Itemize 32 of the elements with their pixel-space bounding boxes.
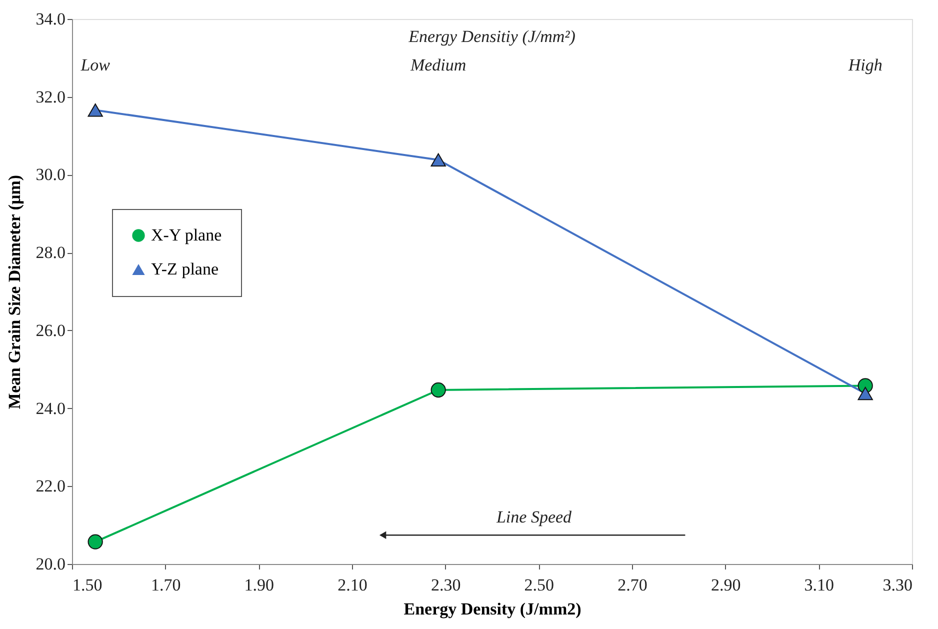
x-tick-label: 2.50 [524,576,554,594]
x-tick-label: 2.70 [618,576,648,594]
y-tick-label: 22.0 [36,476,66,496]
x-tick-label: 2.10 [338,576,368,594]
x-tick-label: 2.90 [710,576,741,594]
y-tick-label: 30.0 [36,165,66,184]
y-tick-label: 34.0 [36,10,66,28]
y-tick-label: 32.0 [36,87,66,106]
y-axis-title: Mean Grain Size Diameter (µm) [4,174,24,410]
annotation: High [847,55,882,74]
annotation: Line Speed [495,508,572,527]
x-tick-label: 1.50 [72,576,102,594]
x-tick-label: 2.30 [430,576,461,594]
y-tick-label: 20.0 [36,554,66,574]
x-tick-label: 3.30 [882,576,912,594]
y-tick-label: 24.0 [36,398,66,418]
y-tick-label: 28.0 [36,243,66,262]
y-tick-label: 26.0 [36,320,66,340]
x-axis-title: Energy Density (J/mm2) [404,600,582,618]
point [430,153,446,167]
legend-label: X-Y plane [151,226,222,244]
x-tick-label: 3.10 [804,576,834,594]
annotation: Low [80,55,111,74]
point [88,103,103,117]
point [430,382,446,398]
legend-label: Y-Z plane [151,260,219,278]
x-tick-label: 1.90 [244,576,274,594]
x-tick-label: 1.70 [150,576,181,594]
point [88,534,103,550]
point [858,386,873,400]
chart-title: Energy Densitiy (J/mm²) [408,27,576,46]
annotation: Medium [409,55,466,74]
